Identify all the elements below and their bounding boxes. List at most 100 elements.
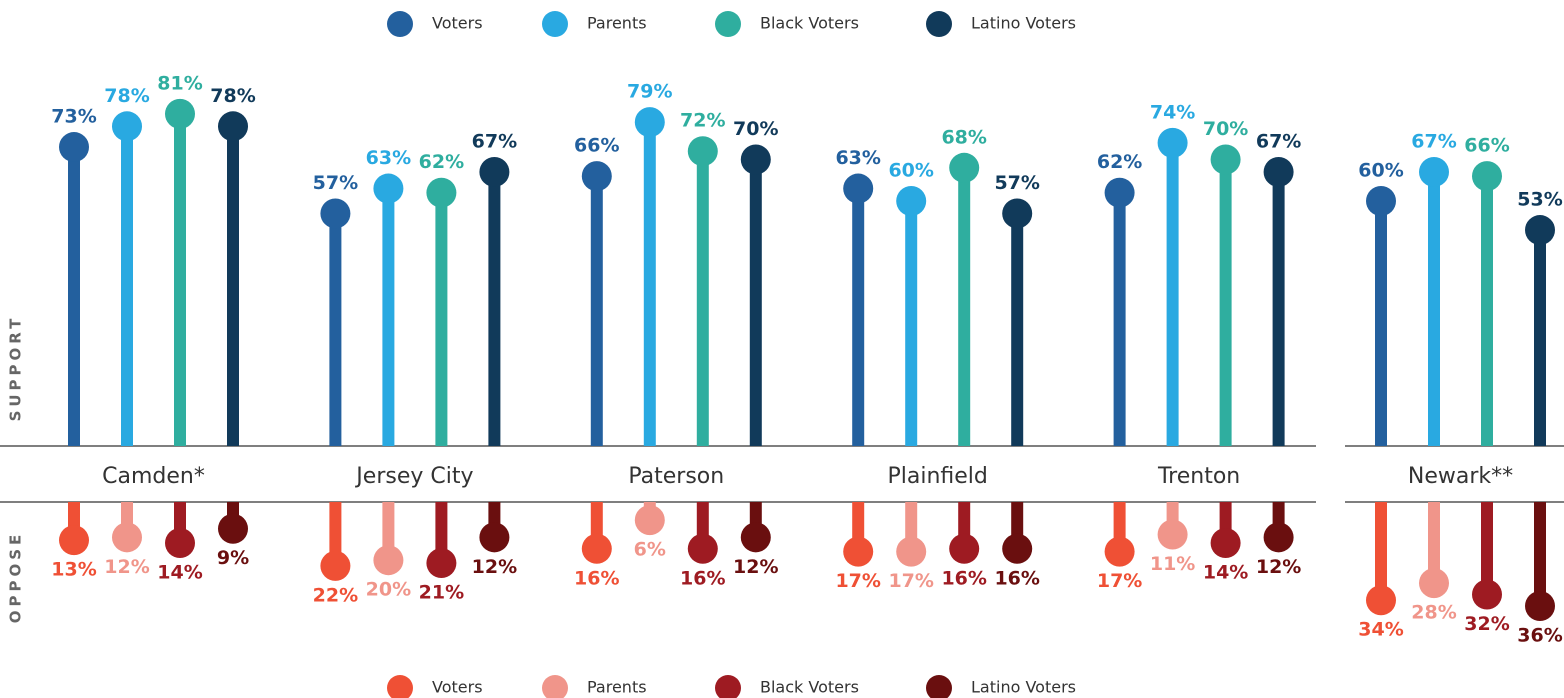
legend-label: Latino Voters xyxy=(971,678,1076,697)
legend-swatch xyxy=(926,11,952,37)
support-value-label: 74% xyxy=(1150,101,1195,123)
oppose-dot xyxy=(1157,519,1188,550)
support-dot xyxy=(843,173,874,204)
support-dot xyxy=(59,132,89,163)
support-dot xyxy=(1210,144,1241,175)
oppose-dot xyxy=(426,548,457,579)
oppose-dot xyxy=(687,533,718,564)
oppose-dot xyxy=(218,513,248,544)
oppose-value-label: 12% xyxy=(1256,556,1301,578)
support-value-label: 66% xyxy=(574,135,619,157)
support-dot xyxy=(949,152,980,183)
support-dot xyxy=(687,136,718,167)
support-value-label: 67% xyxy=(1256,130,1301,152)
support-value-label: 70% xyxy=(733,118,778,140)
support-dot xyxy=(1157,127,1188,158)
oppose-dot xyxy=(634,505,665,536)
oppose-value-label: 17% xyxy=(835,570,880,592)
oppose-dot xyxy=(112,522,142,553)
support-value-label: 68% xyxy=(941,126,986,148)
support-dot xyxy=(373,173,404,204)
support-value-label: 78% xyxy=(210,85,255,107)
support-value-label: 60% xyxy=(1358,160,1403,182)
legend-label: Voters xyxy=(432,678,483,697)
support-dot xyxy=(1525,215,1555,246)
oppose-dot xyxy=(1472,579,1502,610)
oppose-dot xyxy=(1525,590,1555,621)
oppose-value-label: 6% xyxy=(634,539,666,561)
oppose-value-label: 9% xyxy=(217,547,249,569)
support-value-label: 63% xyxy=(835,147,880,169)
oppose-value-label: 12% xyxy=(472,556,517,578)
support-value-label: 62% xyxy=(419,151,464,173)
legend-label: Black Voters xyxy=(760,14,859,33)
oppose-value-label: 12% xyxy=(104,556,149,578)
legend-swatch xyxy=(926,675,952,698)
support-value-label: 67% xyxy=(472,130,517,152)
oppose-value-label: 22% xyxy=(313,584,358,606)
support-value-label: 67% xyxy=(1411,130,1456,152)
category-label: Paterson xyxy=(628,464,724,489)
oppose-dot xyxy=(1419,568,1449,599)
oppose-dot xyxy=(740,522,771,553)
support-value-label: 72% xyxy=(680,110,725,132)
oppose-dot xyxy=(1002,533,1033,564)
category-label: Newark** xyxy=(1408,464,1513,489)
category-label: Trenton xyxy=(1157,464,1240,489)
oppose-value-label: 16% xyxy=(941,567,986,589)
legend-swatch xyxy=(715,675,741,698)
legend-label: Voters xyxy=(432,14,483,33)
support-value-label: 57% xyxy=(313,172,358,194)
oppose-value-label: 20% xyxy=(366,579,411,601)
legend-label: Black Voters xyxy=(760,678,859,697)
support-dot xyxy=(1419,156,1449,187)
support-dot xyxy=(426,177,457,208)
support-value-label: 53% xyxy=(1517,189,1562,211)
oppose-dot xyxy=(1210,528,1241,559)
oppose-dot xyxy=(59,525,89,556)
oppose-value-label: 14% xyxy=(157,562,202,584)
oppose-value-label: 12% xyxy=(733,556,778,578)
oppose-dot xyxy=(949,533,980,564)
category-label: Camden* xyxy=(102,464,205,489)
legend-label: Parents xyxy=(587,14,647,33)
support-value-label: 78% xyxy=(104,85,149,107)
legend-label: Parents xyxy=(587,678,647,697)
support-value-label: 60% xyxy=(888,160,933,182)
oppose-dot xyxy=(373,545,404,576)
support-value-label: 63% xyxy=(366,147,411,169)
category-label: Plainfield xyxy=(888,464,988,489)
support-value-label: 62% xyxy=(1097,151,1142,173)
support-dot xyxy=(1263,156,1294,187)
oppose-value-label: 16% xyxy=(680,567,725,589)
oppose-value-label: 17% xyxy=(888,570,933,592)
oppose-value-label: 17% xyxy=(1097,570,1142,592)
oppose-value-label: 32% xyxy=(1464,613,1509,635)
support-dot xyxy=(479,156,510,187)
oppose-value-label: 28% xyxy=(1411,602,1456,624)
support-dot xyxy=(320,198,351,229)
oppose-value-label: 16% xyxy=(994,567,1039,589)
oppose-value-label: 34% xyxy=(1358,619,1403,641)
oppose-value-label: 14% xyxy=(1203,562,1248,584)
support-dot xyxy=(634,107,665,138)
support-label: SUPPORT xyxy=(7,315,25,422)
oppose-value-label: 13% xyxy=(51,559,96,581)
category-label: Jersey City xyxy=(354,464,473,489)
oppose-value-label: 16% xyxy=(574,567,619,589)
oppose-dot xyxy=(896,536,927,567)
support-dot xyxy=(112,111,142,142)
oppose-value-label: 11% xyxy=(1150,553,1195,575)
support-dot xyxy=(896,186,927,216)
oppose-dot xyxy=(843,536,874,567)
support-value-label: 79% xyxy=(627,81,672,103)
support-value-label: 81% xyxy=(157,72,202,94)
legend-swatch xyxy=(387,675,413,698)
oppose-dot xyxy=(165,528,195,559)
support-dot xyxy=(1366,186,1396,216)
legend-label: Latino Voters xyxy=(971,14,1076,33)
support-value-label: 66% xyxy=(1464,135,1509,157)
support-value-label: 73% xyxy=(51,106,96,128)
support-dot xyxy=(1104,177,1135,208)
